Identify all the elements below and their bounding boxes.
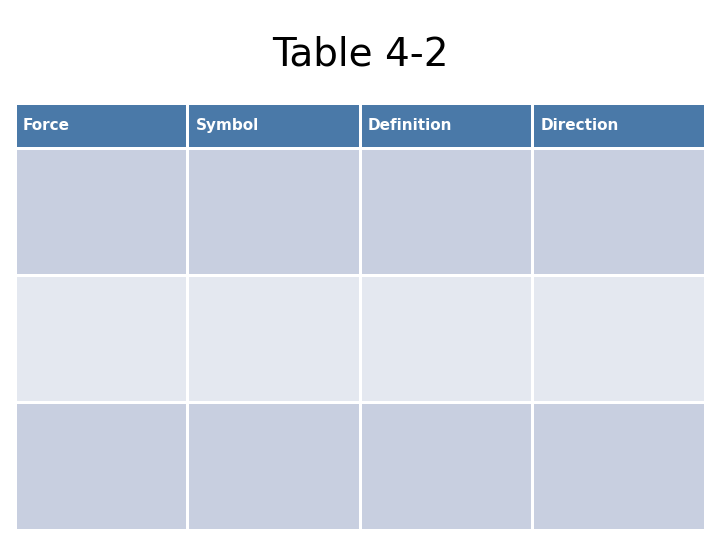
Bar [361, 105, 531, 146]
Text: Direction: Direction [541, 118, 619, 133]
Bar [189, 105, 359, 146]
Text: Force: Force [23, 118, 70, 133]
Bar [534, 150, 703, 274]
Text: Symbol: Symbol [196, 118, 258, 133]
Bar [17, 404, 186, 529]
Bar [189, 277, 359, 401]
Bar [189, 404, 359, 529]
Bar [361, 150, 531, 274]
Bar [17, 105, 186, 146]
Bar [361, 277, 531, 401]
Bar [17, 150, 186, 274]
Bar [17, 277, 186, 401]
Text: Definition: Definition [368, 118, 452, 133]
Bar [189, 150, 359, 274]
Bar [534, 277, 703, 401]
Bar [361, 404, 531, 529]
Bar [534, 105, 703, 146]
Bar [534, 404, 703, 529]
Text: Table 4-2: Table 4-2 [271, 36, 449, 74]
